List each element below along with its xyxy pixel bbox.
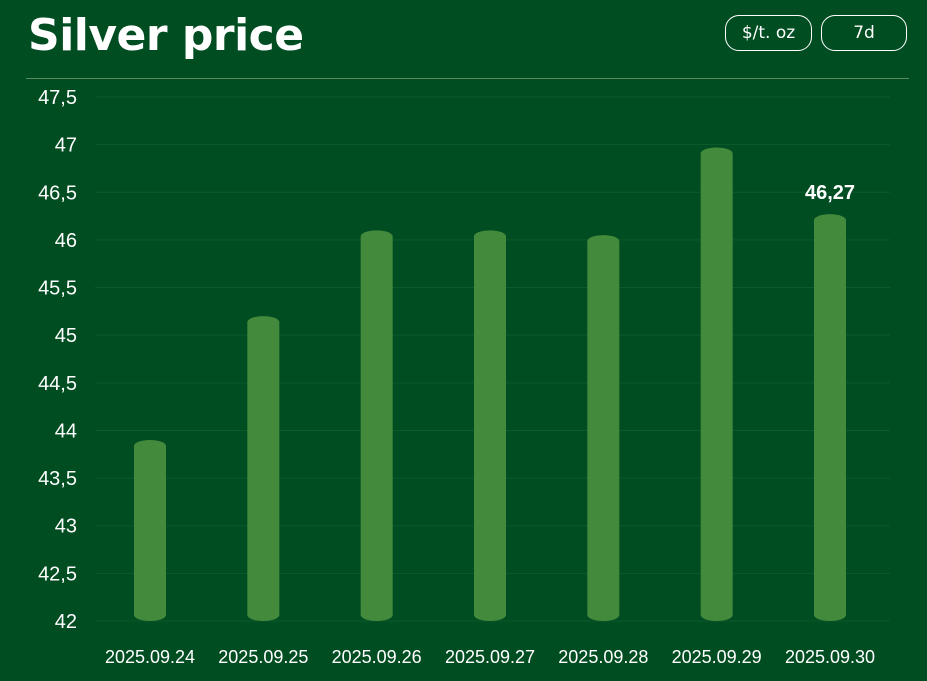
x-tick-label: 2025.09.26 bbox=[332, 647, 422, 667]
y-tick-label: 43,5 bbox=[38, 468, 77, 490]
y-tick-label: 43 bbox=[55, 516, 77, 538]
y-axis-ticks: 42 42,5 43 43,5 44 44,5 45 45,5 46 46,5 47 47,5 bbox=[38, 87, 77, 633]
y-tick-label: 47 bbox=[55, 135, 77, 157]
page-title: Silver price bbox=[28, 10, 304, 61]
y-tick-label: 46,5 bbox=[38, 182, 77, 204]
x-tick-label: 2025.09.30 bbox=[785, 647, 875, 667]
bar[interactable] bbox=[587, 235, 620, 622]
bar[interactable] bbox=[247, 316, 280, 621]
x-tick-label: 2025.09.28 bbox=[558, 647, 648, 667]
bar[interactable] bbox=[814, 214, 846, 621]
y-tick-label: 42,5 bbox=[38, 563, 77, 585]
y-tick-label: 46 bbox=[55, 230, 77, 252]
x-axis-ticks: 2025.09.24 2025.09.25 2025.09.26 2025.09.27… bbox=[105, 647, 875, 667]
x-tick-label: 2025.09.25 bbox=[218, 647, 308, 667]
bar[interactable] bbox=[134, 439, 166, 621]
x-tick-label: 2025.09.29 bbox=[672, 647, 762, 667]
unit-toggle-button[interactable]: $/t. oz bbox=[725, 15, 812, 51]
x-tick-label: 2025.09.27 bbox=[445, 647, 535, 667]
y-tick-label: 44 bbox=[55, 420, 77, 442]
bar[interactable] bbox=[360, 230, 393, 621]
header-divider bbox=[26, 78, 909, 79]
y-tick-label: 42 bbox=[55, 611, 77, 633]
y-tick-label: 45 bbox=[55, 325, 77, 347]
y-tick-label: 47,5 bbox=[38, 87, 77, 109]
y-tick-label: 44,5 bbox=[38, 373, 77, 395]
chart-bars bbox=[134, 147, 846, 622]
y-tick-label: 45,5 bbox=[38, 278, 77, 300]
x-tick-label: 2025.09.24 bbox=[105, 647, 195, 667]
bar[interactable] bbox=[700, 147, 733, 621]
data-label: 46,27 bbox=[805, 182, 855, 204]
chart-data-labels: 46,27 bbox=[805, 182, 855, 204]
bar[interactable] bbox=[474, 230, 506, 621]
range-toggle-button[interactable]: 7d bbox=[821, 15, 907, 51]
